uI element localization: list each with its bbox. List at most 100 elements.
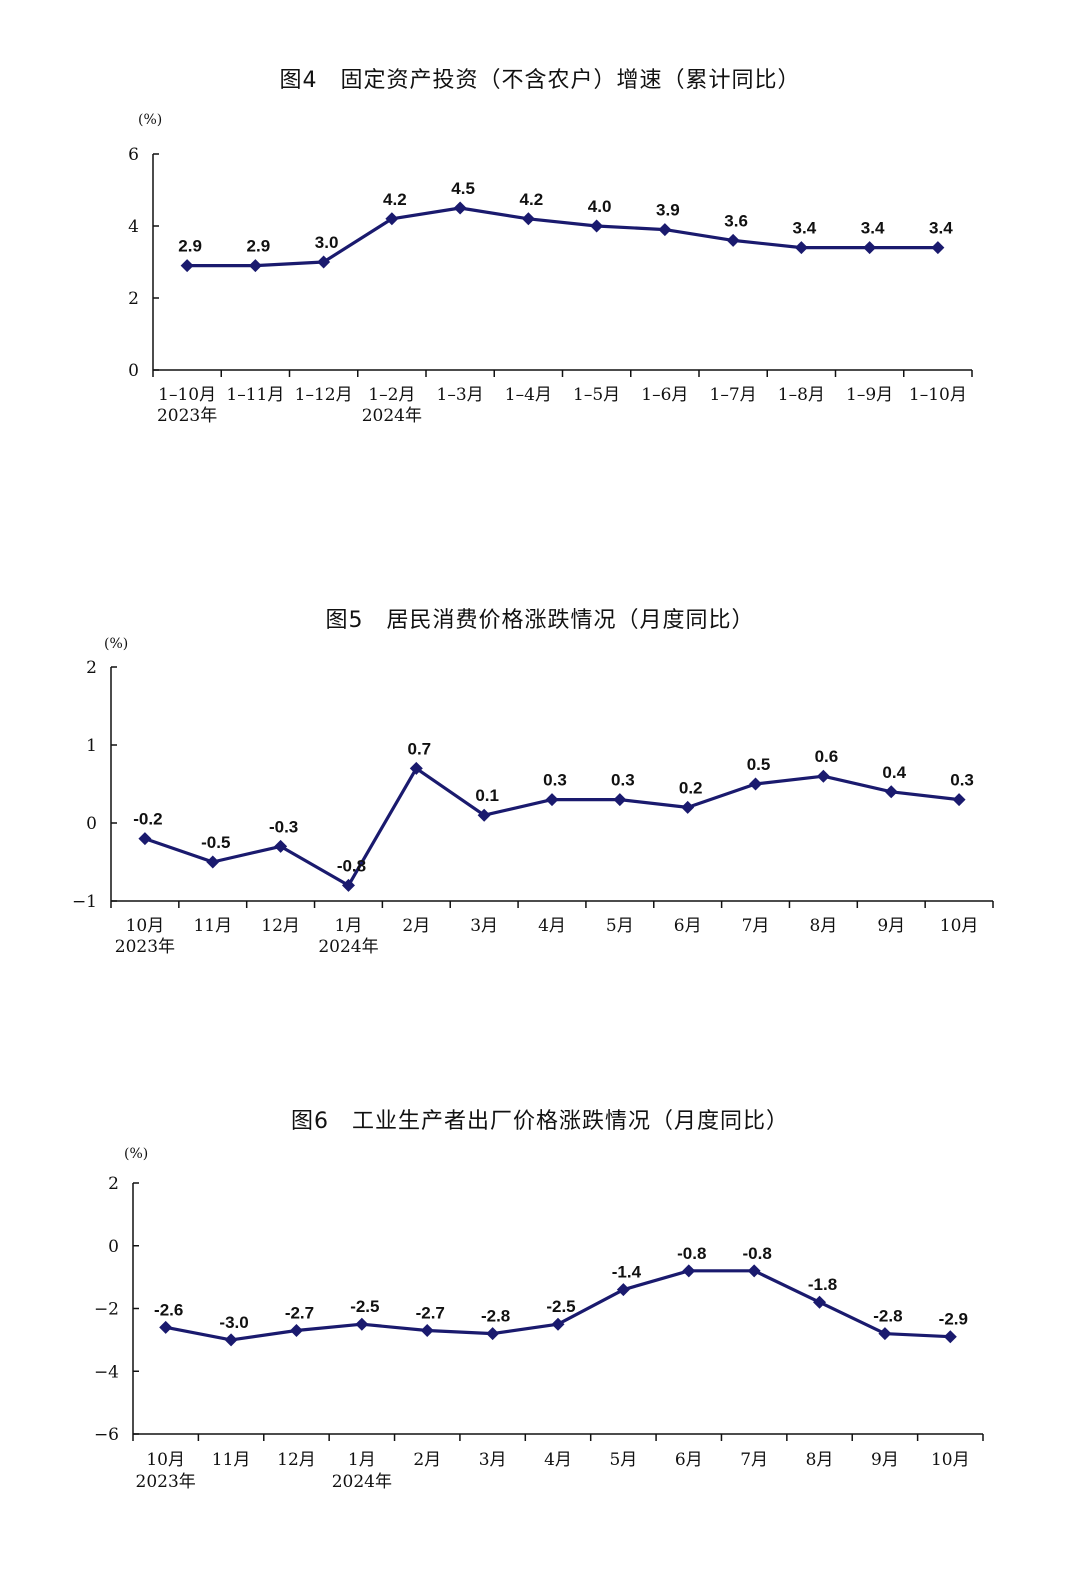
data-point bbox=[952, 793, 966, 807]
y-tick-label: 0 bbox=[108, 1237, 119, 1257]
x-tick-label: 1–4月 bbox=[505, 385, 552, 405]
data-point bbox=[477, 808, 491, 822]
data-label: 0.3 bbox=[950, 771, 974, 790]
data-point bbox=[658, 223, 672, 237]
year-label: 2023年 bbox=[157, 406, 217, 426]
data-label: 0.3 bbox=[543, 771, 567, 790]
data-label: 3.4 bbox=[793, 219, 817, 238]
x-tick-label: 4月 bbox=[544, 1450, 572, 1470]
data-point bbox=[682, 1264, 696, 1278]
unit-label: (%) bbox=[138, 112, 162, 128]
data-label: -2.5 bbox=[350, 1297, 379, 1316]
data-label: 4.5 bbox=[451, 179, 475, 198]
y-tick-label: 2 bbox=[128, 289, 139, 309]
chart-4-title: 图4 固定资产投资（不含农户）增速（累计同比） bbox=[279, 68, 801, 93]
x-tick-label: 2月 bbox=[413, 1450, 441, 1470]
chart-6-title: 图6 工业生产者出厂价格涨跌情况（月度同比） bbox=[291, 1109, 789, 1134]
data-point bbox=[551, 1317, 565, 1331]
x-tick-label: 2月 bbox=[402, 916, 430, 936]
data-label: 3.0 bbox=[315, 233, 339, 252]
data-label: 3.4 bbox=[861, 219, 885, 238]
x-tick-label: 1月 bbox=[335, 916, 363, 936]
data-point bbox=[878, 1327, 892, 1341]
x-tick-label: 1–6月 bbox=[641, 385, 688, 405]
data-label: -1.4 bbox=[612, 1263, 642, 1282]
x-tick-label: 11月 bbox=[212, 1450, 251, 1470]
data-label: -0.8 bbox=[743, 1244, 772, 1263]
data-label: 4.0 bbox=[588, 197, 612, 216]
x-tick-label: 6月 bbox=[674, 916, 702, 936]
data-label: 3.6 bbox=[724, 211, 748, 230]
year-label: 2024年 bbox=[332, 1472, 392, 1492]
x-tick-label: 8月 bbox=[809, 916, 837, 936]
data-label: -2.7 bbox=[416, 1303, 445, 1322]
data-label: 0.3 bbox=[611, 771, 635, 790]
year-label: 2024年 bbox=[362, 406, 422, 426]
data-label: 4.2 bbox=[520, 190, 544, 209]
year-label: 2023年 bbox=[136, 1472, 196, 1492]
x-tick-label: 5月 bbox=[606, 916, 634, 936]
data-label: -2.8 bbox=[873, 1307, 902, 1326]
data-point bbox=[545, 793, 559, 807]
x-tick-label: 1–9月 bbox=[846, 385, 893, 405]
data-point bbox=[747, 1264, 761, 1278]
data-point bbox=[943, 1330, 957, 1344]
x-tick-label: 9月 bbox=[877, 916, 905, 936]
data-point bbox=[590, 219, 604, 233]
x-tick-label: 3月 bbox=[470, 916, 498, 936]
x-tick-label: 12月 bbox=[261, 916, 300, 936]
x-tick-label: 1–2月 bbox=[368, 385, 415, 405]
data-label: -0.8 bbox=[677, 1244, 706, 1263]
data-point bbox=[931, 241, 945, 255]
series-line bbox=[187, 206, 938, 268]
data-label: 0.6 bbox=[815, 747, 839, 766]
y-tick-label: −4 bbox=[94, 1362, 119, 1382]
data-label: -0.2 bbox=[133, 810, 162, 829]
y-tick-label: 1 bbox=[86, 736, 97, 756]
x-tick-label: 1–3月 bbox=[437, 385, 484, 405]
unit-label: (%) bbox=[124, 1146, 148, 1162]
data-label: 0.5 bbox=[747, 755, 771, 774]
data-point bbox=[355, 1317, 369, 1331]
data-label: -2.5 bbox=[546, 1297, 575, 1316]
x-tick-label: 9月 bbox=[871, 1450, 899, 1470]
data-label: 3.4 bbox=[929, 219, 953, 238]
x-tick-label: 1–10月 bbox=[909, 385, 967, 405]
data-label: 0.7 bbox=[407, 739, 431, 758]
data-label: -0.8 bbox=[337, 856, 366, 875]
data-label: 3.9 bbox=[656, 201, 680, 220]
x-tick-label: 1–11月 bbox=[226, 385, 284, 405]
x-tick-label: 7月 bbox=[742, 916, 770, 936]
data-label: -3.0 bbox=[219, 1313, 248, 1332]
data-point bbox=[616, 1283, 630, 1297]
data-point bbox=[224, 1333, 238, 1347]
y-tick-label: 0 bbox=[128, 361, 139, 381]
year-label: 2023年 bbox=[115, 937, 175, 957]
data-label: -2.6 bbox=[154, 1300, 183, 1319]
data-point bbox=[180, 259, 194, 273]
x-tick-label: 1–10月 bbox=[158, 385, 216, 405]
x-tick-label: 11月 bbox=[193, 916, 232, 936]
data-point bbox=[341, 878, 355, 892]
data-label: 0.1 bbox=[475, 786, 499, 805]
y-tick-label: 4 bbox=[128, 217, 139, 237]
data-point bbox=[420, 1323, 434, 1337]
x-tick-label: 10月 bbox=[940, 916, 979, 936]
x-tick-label: 1月 bbox=[348, 1450, 376, 1470]
data-point bbox=[863, 241, 877, 255]
data-point bbox=[884, 785, 898, 799]
data-label: -2.8 bbox=[481, 1307, 510, 1326]
data-point bbox=[816, 769, 830, 783]
x-tick-label: 1–5月 bbox=[573, 385, 620, 405]
y-tick-label: −1 bbox=[72, 892, 97, 912]
x-tick-label: 7月 bbox=[740, 1450, 768, 1470]
x-tick-label: 1–7月 bbox=[710, 385, 757, 405]
y-tick-label: 6 bbox=[128, 145, 139, 165]
data-label: 2.9 bbox=[178, 237, 202, 256]
y-tick-label: −2 bbox=[94, 1300, 119, 1320]
x-tick-label: 10月 bbox=[931, 1450, 970, 1470]
data-label: -0.5 bbox=[201, 833, 230, 852]
data-point bbox=[794, 241, 808, 255]
